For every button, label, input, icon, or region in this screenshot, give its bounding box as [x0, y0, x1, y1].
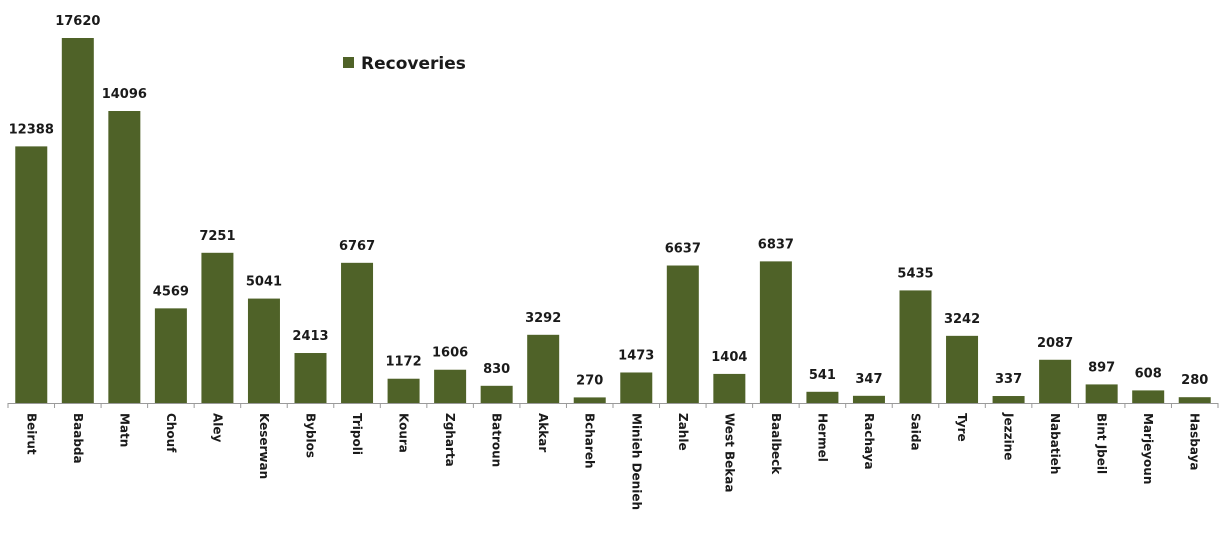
value-label: 347: [855, 372, 882, 387]
category-label: Marjeyoun: [1141, 413, 1155, 484]
bar-koura: [387, 378, 420, 403]
value-label: 897: [1088, 360, 1115, 375]
value-label: 5041: [246, 275, 282, 290]
bar-zgharta: [434, 369, 467, 403]
bar-tyre: [946, 335, 979, 403]
bar-jezzine: [992, 396, 1025, 403]
value-label: 14096: [102, 87, 147, 102]
category-label: Hasbaya: [1188, 413, 1202, 471]
bar-hermel: [806, 391, 839, 403]
value-label: 270: [576, 373, 603, 388]
value-label: 6637: [665, 242, 701, 257]
category-label: Baalbeck: [769, 413, 783, 475]
value-labels-group: 12388 17620 14096 4569 7251 5041 2413 6767 1172 1…: [9, 14, 1209, 388]
bar-batroun: [480, 385, 513, 403]
value-label: 12388: [9, 122, 54, 137]
value-label: 1404: [711, 350, 747, 365]
x-axis-ticks: [7, 403, 1219, 408]
category-label: West Bekaa: [722, 413, 736, 492]
value-label: 7251: [199, 229, 235, 244]
value-label: 337: [995, 372, 1022, 387]
category-label: Zahle: [676, 413, 690, 451]
bar-matn: [108, 111, 141, 403]
category-label: Hermel: [815, 413, 829, 462]
value-label: 6837: [758, 237, 794, 252]
category-label: Baabda: [71, 413, 85, 464]
category-label: Byblos: [304, 413, 318, 458]
category-label: Zgharta: [443, 413, 457, 467]
legend: Recoveries: [343, 54, 466, 74]
bar-chouf: [154, 308, 187, 403]
bar-bchareh: [573, 397, 606, 403]
category-label: Nabatieh: [1048, 413, 1062, 474]
category-label: Matn: [117, 413, 131, 447]
value-label: 1606: [432, 346, 468, 361]
bar-west-bekaa: [713, 373, 746, 403]
category-label: Koura: [397, 413, 411, 453]
value-label: 5435: [897, 266, 933, 281]
value-label: 3242: [944, 312, 980, 327]
legend-swatch: [343, 57, 354, 68]
bar-bint-jbeil: [1085, 384, 1118, 403]
category-label: Akkar: [536, 413, 550, 452]
bar-hasbaya: [1178, 397, 1211, 403]
category-label: Aley: [210, 413, 224, 443]
category-label: Jezzine: [1002, 412, 1016, 460]
category-label: Beirut: [24, 413, 38, 455]
value-label: 2087: [1037, 336, 1073, 351]
category-labels-group: Beirut Baabda Matn Chouf Aley Keserwan Byblos T…: [24, 412, 1201, 510]
value-label: 541: [809, 368, 836, 383]
value-label: 17620: [55, 14, 100, 29]
bars-group: [15, 38, 1211, 403]
category-label: Rachaya: [862, 413, 876, 470]
value-label: 830: [483, 362, 510, 377]
category-label: Batroun: [490, 413, 504, 467]
category-label: Keserwan: [257, 413, 271, 479]
bar-byblos: [294, 353, 327, 403]
bar-aley: [201, 252, 234, 403]
bar-baalbeck: [759, 261, 792, 403]
bar-tripoli: [341, 262, 374, 403]
value-label: 4569: [153, 284, 189, 299]
bar-akkar: [527, 334, 560, 403]
value-label: 2413: [292, 329, 328, 344]
category-label: Chouf: [164, 413, 178, 453]
category-label: Bint Jbeil: [1095, 413, 1109, 474]
value-label: 3292: [525, 311, 561, 326]
legend-label: Recoveries: [361, 54, 466, 74]
category-label: Bchareh: [583, 413, 597, 469]
category-label: Tyre: [955, 413, 969, 442]
value-label: 1172: [385, 355, 421, 370]
value-label: 608: [1135, 366, 1162, 381]
bar-keserwan: [247, 298, 280, 403]
category-label: Minieh Denieh: [629, 413, 643, 510]
bar-zahle: [666, 265, 699, 403]
bar-minieh-denieh: [620, 372, 653, 403]
value-label: 6767: [339, 239, 375, 254]
bar-rachaya: [852, 395, 885, 403]
bar-beirut: [15, 146, 48, 403]
bar-nabatieh: [1039, 359, 1072, 403]
bar-marjeyoun: [1132, 390, 1165, 403]
category-label: Tripoli: [350, 413, 364, 455]
value-label: 1473: [618, 348, 654, 363]
value-label: 280: [1181, 373, 1208, 388]
bar-baabda: [61, 38, 94, 403]
category-label: Saida: [909, 413, 923, 451]
bar-saida: [899, 290, 932, 403]
